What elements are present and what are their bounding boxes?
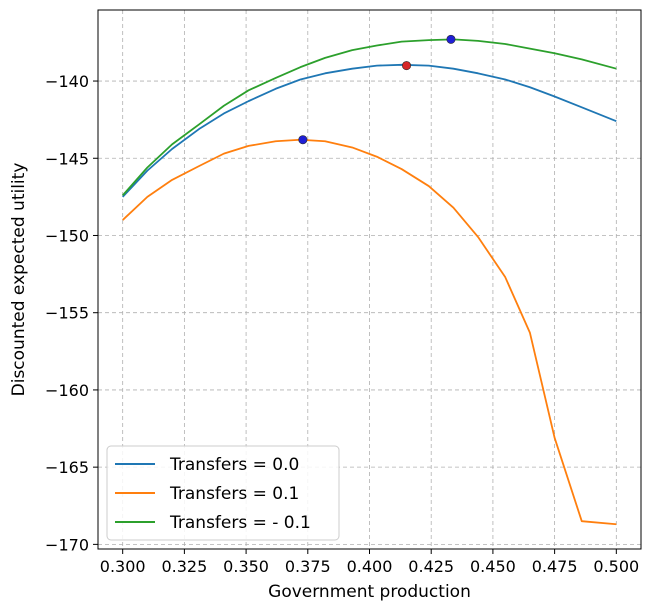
y-tick-label: −170 xyxy=(45,535,89,554)
y-tick-label: −145 xyxy=(45,149,89,168)
x-tick-label: 0.400 xyxy=(347,557,393,576)
optimum-markers xyxy=(298,34,456,145)
x-tick-label: 0.325 xyxy=(161,557,207,576)
legend-label: Transfers = 0.0 xyxy=(169,455,299,475)
optimum-marker-1 xyxy=(402,61,412,71)
y-axis-ticks: −170 −165 −160 −155 −150 −145 −140 xyxy=(45,72,98,554)
series-line-0 xyxy=(122,63,617,198)
y-tick-label: −160 xyxy=(45,381,89,400)
optimum-marker-2 xyxy=(298,135,308,145)
x-tick-label: 0.475 xyxy=(532,557,578,576)
y-tick-label: −165 xyxy=(45,458,89,477)
y-tick-label: −140 xyxy=(45,72,89,91)
series-lines xyxy=(122,38,617,526)
x-tick-label: 0.425 xyxy=(408,557,454,576)
optimum-marker-0 xyxy=(446,34,456,44)
x-axis-label: Government production xyxy=(268,582,471,602)
x-tick-label: 0.450 xyxy=(470,557,516,576)
x-tick-label: 0.375 xyxy=(285,557,331,576)
legend-label: Transfers = - 0.1 xyxy=(169,513,311,533)
series-line-1 xyxy=(122,138,617,526)
legend-label: Transfers = 0.1 xyxy=(169,484,299,504)
y-tick-label: −150 xyxy=(45,226,89,245)
legend: Transfers = 0.0 Transfers = 0.1 Transfers … xyxy=(106,445,340,541)
legend-box xyxy=(106,445,340,541)
y-tick-label: −155 xyxy=(45,304,89,323)
x-axis-ticks: 0.300 0.325 0.350 0.375 0.400 0.425 0.450 0.475… xyxy=(100,549,639,576)
x-tick-label: 0.350 xyxy=(223,557,269,576)
x-tick-label: 0.500 xyxy=(593,557,639,576)
x-tick-label: 0.300 xyxy=(100,557,146,576)
y-axis-label: Discounted expected utility xyxy=(9,163,29,397)
series-line-2 xyxy=(122,38,617,196)
